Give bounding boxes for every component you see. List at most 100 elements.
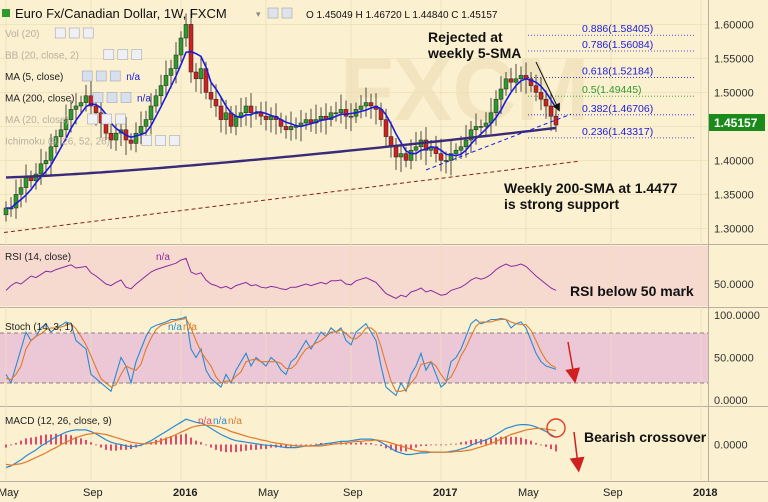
macd-histogram-bar: [400, 444, 402, 452]
candle: [503, 78, 509, 90]
candle: [93, 105, 99, 114]
legend-eye-icon[interactable]: [54, 27, 66, 39]
legend-settings-icon[interactable]: [117, 49, 129, 60]
macd-histogram-bar: [305, 444, 307, 446]
candle: [83, 95, 89, 103]
rejection-arrow: [535, 61, 560, 112]
macd-histogram-bar: [485, 439, 487, 445]
candle: [493, 98, 499, 114]
candle: [68, 109, 74, 120]
legend-settings-icon[interactable]: [95, 70, 107, 82]
candle: [443, 160, 449, 162]
macd-histogram-bar: [5, 444, 7, 448]
candle: [328, 112, 334, 120]
candle: [363, 102, 369, 107]
legend-settings-icon[interactable]: [101, 113, 112, 125]
legend-close-icon[interactable]: [115, 113, 126, 125]
macd-histogram-bar: [385, 444, 387, 449]
rejected-annotation-line1: Rejected at: [428, 29, 503, 45]
macd-histogram-bar: [170, 436, 172, 445]
macd-histogram-bar: [235, 444, 237, 453]
legend-eye-icon[interactable]: [141, 135, 152, 146]
macd-down-arrow: [569, 431, 585, 473]
rsi-title: RSI (14, close): [5, 252, 71, 263]
macd-histogram-bar: [410, 444, 412, 450]
candle: [303, 119, 309, 124]
macd-histogram-bar: [65, 434, 67, 445]
candle: [338, 109, 344, 114]
legend-label: MA (5, close): [5, 72, 63, 83]
macd-histogram-bar: [525, 439, 527, 445]
legend-settings-icon[interactable]: [68, 27, 80, 39]
legend-label: MA (20, close): [5, 115, 69, 126]
candle: [113, 132, 119, 141]
macd-histogram-bar: [190, 437, 192, 445]
candle: [163, 75, 169, 86]
macd-histogram-bar: [75, 436, 77, 445]
macd-histogram-bar: [315, 443, 317, 445]
macd-histogram-bar: [165, 437, 167, 445]
fib-level-label: 0.618(1.52184): [582, 66, 653, 78]
grid: [0, 0, 708, 481]
legend-close-icon[interactable]: [82, 27, 94, 39]
rsi-annotation: RSI below 50 mark: [570, 283, 694, 299]
legend-close-icon[interactable]: [109, 70, 121, 82]
macd-histogram-bar: [90, 442, 92, 445]
fib-level-label: 0.236(1.43317): [582, 126, 653, 138]
stoch-axis-tick: 50.0000: [714, 353, 754, 365]
last-price-tag: [709, 114, 765, 131]
rsi-pane: [0, 246, 708, 306]
settings-icon[interactable]: [281, 7, 293, 19]
candle: [228, 112, 234, 127]
macd-histogram-bar: [370, 442, 372, 445]
macd-histogram-bar: [555, 444, 557, 452]
eye-icon[interactable]: [267, 7, 279, 19]
macd-histogram-bar: [365, 442, 367, 445]
candle: [483, 122, 489, 127]
candle: [358, 105, 364, 110]
symbol-title: Euro Fx/Canadian Dollar, 1W, FXCM: [15, 6, 227, 21]
x-axis-label: May: [258, 487, 279, 499]
legend-eye-icon[interactable]: [81, 70, 93, 82]
candle: [188, 24, 194, 73]
macd-histogram-bar: [240, 444, 242, 452]
legend-settings-icon[interactable]: [155, 135, 166, 146]
macd-histogram-bar: [180, 434, 182, 445]
legend-eye-icon[interactable]: [87, 113, 98, 125]
candle: [213, 98, 219, 107]
candle: [198, 68, 204, 80]
fib-level-label: 0.786(1.56084): [582, 39, 653, 51]
macd-histogram-bar: [20, 440, 22, 445]
legend-close-icon[interactable]: [120, 92, 132, 103]
macd-histogram-bar: [105, 444, 107, 450]
legend-close-icon[interactable]: [169, 135, 180, 146]
candle: [468, 129, 474, 141]
dropdown-icon[interactable]: ▾: [256, 9, 261, 19]
stoch-down-arrow: [565, 341, 581, 384]
candle: [43, 160, 49, 165]
candle: [283, 126, 289, 131]
macd-histogram-bar: [55, 433, 57, 445]
candle: [223, 112, 229, 120]
candle: [393, 146, 399, 158]
rsi-value: n/a: [156, 252, 170, 263]
candle: [48, 146, 54, 161]
price-axis-tick: 1.60000: [714, 19, 754, 31]
legend-close-icon[interactable]: [131, 49, 143, 60]
candle: [448, 153, 454, 161]
macd-histogram-bar: [285, 444, 287, 448]
macd-title: MACD (12, 26, close, 9): [5, 416, 112, 427]
macd-histogram-bar: [460, 442, 462, 445]
legend-label: Ichimoku (9, 26, 52, 26): [5, 137, 110, 148]
candle: [463, 139, 469, 148]
macd-histogram-bar: [260, 444, 262, 450]
legend-settings-icon[interactable]: [106, 92, 118, 103]
macd-histogram-bar: [535, 442, 537, 445]
macd-histogram-bar: [250, 444, 252, 450]
stoch-axis-tick: 100.0000: [714, 310, 760, 322]
ma200-line: [5, 126, 557, 179]
legend-eye-icon[interactable]: [103, 49, 115, 60]
macd-histogram-bar: [445, 444, 447, 446]
macd-histogram-bar: [225, 444, 227, 453]
legend-eye-icon[interactable]: [92, 92, 104, 103]
